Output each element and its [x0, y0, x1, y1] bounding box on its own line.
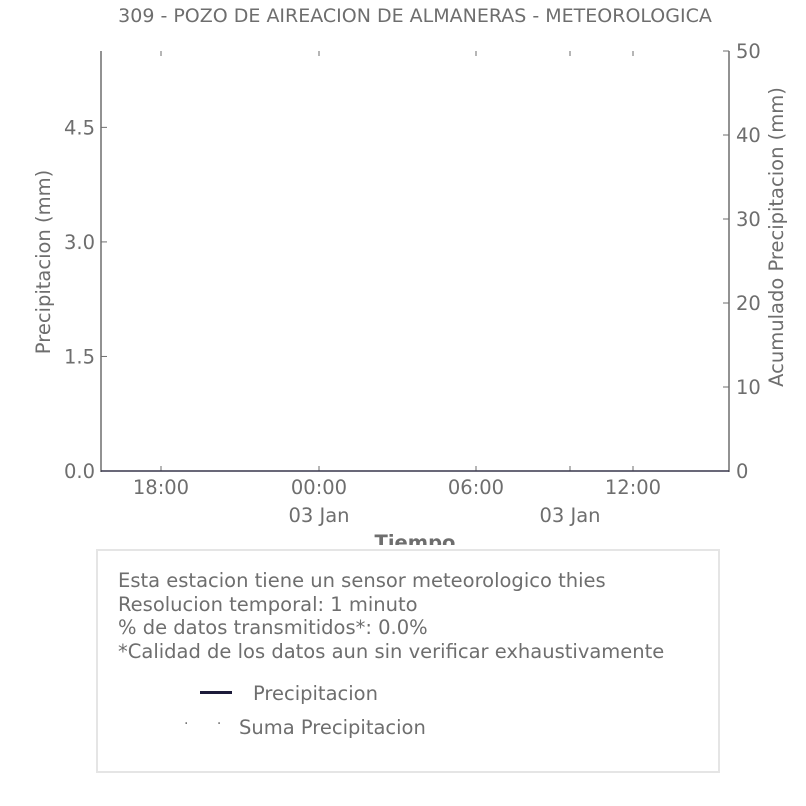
right-tick-label: 20 — [736, 292, 761, 315]
left-tick-label: 1.5 — [64, 345, 95, 368]
x-tick-sublabel: 03 Jan — [539, 504, 600, 527]
left-tick-label: 3.0 — [64, 231, 95, 254]
right-tick-label: 30 — [736, 208, 761, 231]
left-tick-label: 0.0 — [64, 460, 95, 483]
chart-title: 309 - POZO DE AIREACION DE ALMANERAS - M… — [118, 5, 712, 27]
info-line-transmitted: % de datos transmitidos*: 0.0% — [118, 616, 428, 639]
right-tick-label: 40 — [736, 124, 761, 147]
left-y-ticks: 0.0 1.5 3.0 4.5 — [64, 116, 107, 483]
info-line-sensor: Esta estacion tiene un sensor meteorolog… — [118, 569, 606, 592]
right-tick-label: 0 — [736, 460, 748, 483]
x-tick-label: 18:00 — [133, 476, 189, 499]
x-tick-label: 06:00 — [448, 476, 504, 499]
info-box: Esta estacion tiene un sensor meteorolog… — [96, 549, 720, 773]
x-axis-label: Tiempo — [375, 531, 456, 545]
x-tick-sublabel: 03 Jan — [288, 504, 349, 527]
y2-axis-label: Acumulado Precipitacion (mm) — [765, 87, 788, 387]
right-tick-label: 50 — [736, 40, 761, 63]
x-tick-label: 00:00 — [291, 476, 347, 499]
top-ticks — [160, 51, 634, 56]
legend-precipitacion-swatch — [200, 691, 232, 694]
info-line-resolution: Resolucion temporal: 1 minuto — [118, 593, 418, 616]
legend-precipitacion-label: Precipitacion — [253, 682, 378, 705]
legend-suma-label: Suma Precipitacion — [239, 716, 426, 739]
left-tick-label: 4.5 — [64, 116, 95, 139]
x-tick-label: 12:00 — [605, 476, 661, 499]
legend-suma-swatch: · · — [184, 716, 234, 732]
right-tick-label: 10 — [736, 376, 761, 399]
info-line-quality: *Calidad de los datos aun sin verificar … — [118, 640, 665, 663]
y-axis-label: Precipitacion (mm) — [32, 170, 55, 354]
right-y-ticks: 0 10 20 30 40 50 — [723, 40, 761, 483]
chart: 309 - POZO DE AIREACION DE ALMANERAS - M… — [32, 5, 788, 545]
